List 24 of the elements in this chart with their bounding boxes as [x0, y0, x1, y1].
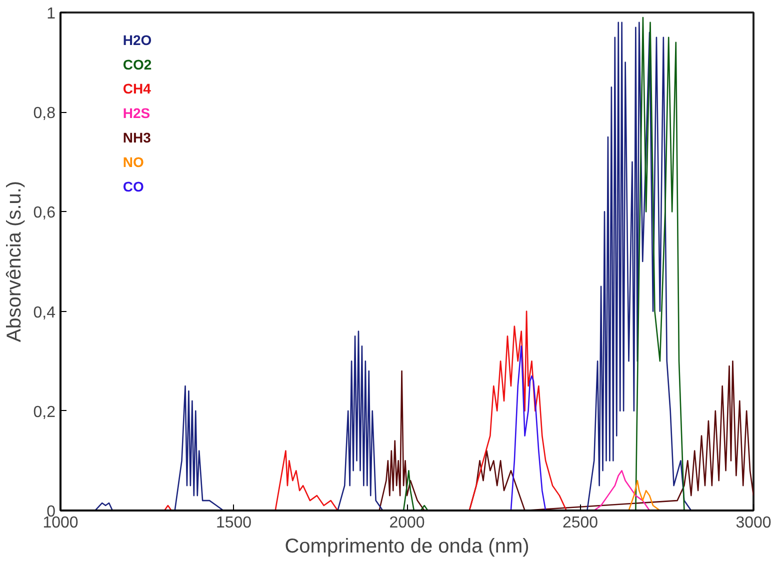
- x-tick-label: 2500: [562, 514, 598, 532]
- line-series: [378, 360, 754, 510]
- x-tick-label: 2000: [389, 514, 425, 532]
- x-tick-label: 1500: [216, 514, 252, 532]
- text: CO2: [122, 56, 152, 72]
- y-tick-label: 0,4: [33, 304, 56, 322]
- line-series: [593, 470, 650, 510]
- text: H2O: [122, 32, 152, 48]
- y-tick-label: 0,2: [33, 404, 56, 421]
- x-tick-label: 3000: [736, 514, 772, 532]
- line-series: [628, 480, 661, 510]
- text: CH4: [122, 80, 152, 97]
- line-series: [510, 346, 546, 510]
- line-series: [94, 22, 692, 510]
- y-tick-label: 0,8: [33, 105, 56, 122]
- text: H2S: [122, 105, 150, 122]
- text: NH3: [122, 130, 152, 146]
- text: CO: [122, 178, 144, 194]
- y-tick-label: 0,6: [33, 204, 56, 222]
- text: NO: [122, 154, 144, 170]
- x-axis-title: Comprimento de onda (nm): [284, 536, 530, 558]
- y-axis-title: Absorvência (s.u.): [3, 180, 26, 342]
- line-series: [402, 16, 685, 510]
- y-tick-label: 1: [46, 6, 56, 22]
